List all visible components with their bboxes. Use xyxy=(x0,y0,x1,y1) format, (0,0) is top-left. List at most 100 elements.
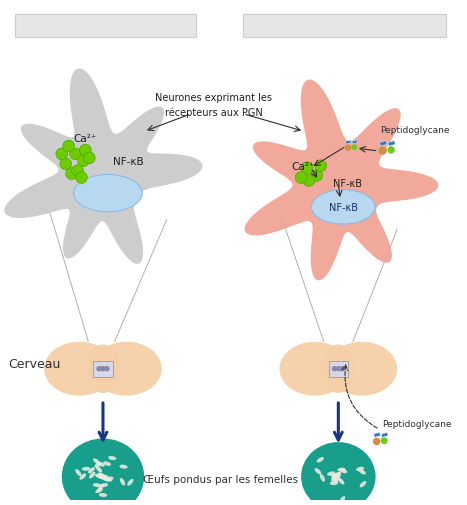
Circle shape xyxy=(315,161,326,172)
Bar xyxy=(388,141,396,147)
Text: Peptidoglycane: Peptidoglycane xyxy=(382,419,452,428)
Circle shape xyxy=(381,437,388,444)
Ellipse shape xyxy=(301,442,375,505)
Ellipse shape xyxy=(99,493,107,497)
Circle shape xyxy=(76,172,87,184)
Ellipse shape xyxy=(120,478,125,486)
Text: NF-κB: NF-κB xyxy=(329,203,358,213)
Ellipse shape xyxy=(75,469,81,476)
Ellipse shape xyxy=(89,472,95,479)
Ellipse shape xyxy=(99,475,108,479)
Circle shape xyxy=(387,147,395,155)
Ellipse shape xyxy=(359,469,366,475)
Circle shape xyxy=(373,438,381,445)
Ellipse shape xyxy=(95,488,103,493)
Circle shape xyxy=(332,366,337,372)
Ellipse shape xyxy=(331,474,336,482)
Circle shape xyxy=(104,366,110,372)
Ellipse shape xyxy=(315,468,321,474)
Circle shape xyxy=(83,153,95,165)
Ellipse shape xyxy=(103,462,111,466)
Ellipse shape xyxy=(94,501,102,505)
Ellipse shape xyxy=(98,473,105,478)
Ellipse shape xyxy=(88,467,95,473)
Circle shape xyxy=(311,170,323,182)
FancyBboxPatch shape xyxy=(93,361,113,377)
Ellipse shape xyxy=(91,342,162,396)
Ellipse shape xyxy=(120,465,127,469)
Circle shape xyxy=(56,149,68,161)
Circle shape xyxy=(66,168,78,180)
Circle shape xyxy=(78,156,89,167)
Text: Ca²⁺: Ca²⁺ xyxy=(291,162,315,171)
Bar xyxy=(374,433,381,437)
Ellipse shape xyxy=(326,342,397,396)
Ellipse shape xyxy=(338,468,346,472)
Ellipse shape xyxy=(82,467,90,471)
Circle shape xyxy=(379,147,387,156)
Circle shape xyxy=(71,166,83,177)
Ellipse shape xyxy=(62,439,144,505)
Ellipse shape xyxy=(94,462,102,468)
Ellipse shape xyxy=(98,484,103,491)
Ellipse shape xyxy=(332,476,337,483)
Ellipse shape xyxy=(332,476,338,482)
Text: NF-κB: NF-κB xyxy=(113,157,143,167)
Text: NF-κB: NF-κB xyxy=(333,179,362,189)
Circle shape xyxy=(60,159,71,170)
Circle shape xyxy=(295,172,307,184)
Ellipse shape xyxy=(100,473,106,480)
Ellipse shape xyxy=(104,478,113,482)
Ellipse shape xyxy=(317,457,324,463)
Circle shape xyxy=(63,141,75,153)
Ellipse shape xyxy=(95,474,103,479)
Text: Ca²⁺: Ca²⁺ xyxy=(73,134,97,144)
Ellipse shape xyxy=(356,467,364,471)
Circle shape xyxy=(79,145,91,157)
Ellipse shape xyxy=(96,466,102,473)
Ellipse shape xyxy=(44,342,115,396)
Ellipse shape xyxy=(320,474,325,482)
FancyBboxPatch shape xyxy=(328,361,348,377)
Text: Femelle saine: Femelle saine xyxy=(57,20,153,33)
Ellipse shape xyxy=(86,345,120,393)
Ellipse shape xyxy=(340,469,347,473)
FancyBboxPatch shape xyxy=(243,15,446,38)
Bar xyxy=(352,141,358,145)
Polygon shape xyxy=(245,80,439,281)
Ellipse shape xyxy=(127,479,134,486)
Ellipse shape xyxy=(106,477,113,481)
Text: Cerveau: Cerveau xyxy=(8,358,60,371)
Text: Peptidoglycane: Peptidoglycane xyxy=(381,126,450,135)
Circle shape xyxy=(96,366,102,372)
Text: Femelle infectée: Femelle infectée xyxy=(286,20,403,33)
Ellipse shape xyxy=(108,456,116,460)
Ellipse shape xyxy=(79,474,86,480)
Ellipse shape xyxy=(333,472,341,477)
Bar xyxy=(346,141,351,145)
Ellipse shape xyxy=(102,477,111,481)
Ellipse shape xyxy=(97,474,105,479)
Ellipse shape xyxy=(321,345,355,393)
Polygon shape xyxy=(4,69,203,264)
Circle shape xyxy=(345,145,351,152)
Circle shape xyxy=(336,366,341,372)
Ellipse shape xyxy=(311,190,375,225)
Ellipse shape xyxy=(327,472,335,476)
Ellipse shape xyxy=(331,474,340,477)
Ellipse shape xyxy=(73,175,142,213)
Ellipse shape xyxy=(336,473,340,481)
Circle shape xyxy=(301,163,313,174)
Text: Neurones exprimant les
récepteurs aux PGN: Neurones exprimant les récepteurs aux PG… xyxy=(156,93,272,118)
FancyBboxPatch shape xyxy=(14,15,196,38)
Bar xyxy=(381,433,388,437)
Text: Œufs pondus par les femelles: Œufs pondus par les femelles xyxy=(143,474,298,484)
Bar xyxy=(380,141,387,147)
Ellipse shape xyxy=(279,342,350,396)
Ellipse shape xyxy=(93,459,100,465)
Ellipse shape xyxy=(93,483,101,487)
Ellipse shape xyxy=(360,481,366,487)
Ellipse shape xyxy=(97,462,105,467)
Circle shape xyxy=(100,366,106,372)
Circle shape xyxy=(70,149,81,161)
